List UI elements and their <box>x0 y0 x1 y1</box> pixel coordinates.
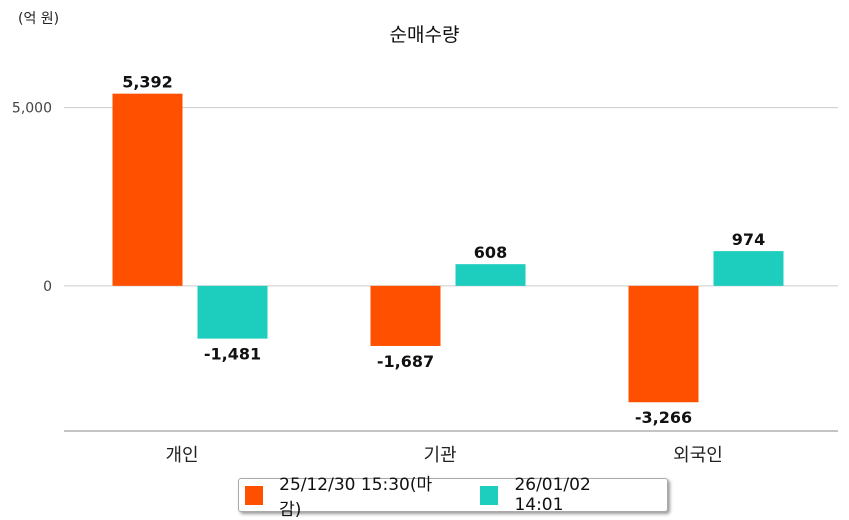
bar <box>713 251 784 286</box>
chart-title: 순매수량 <box>389 24 460 46</box>
legend-swatch-series-1 <box>245 485 264 505</box>
x-tick-label: 개인 <box>165 445 198 466</box>
data-label: -3,266 <box>635 408 692 427</box>
legend: 25/12/30 15:30(마감) 26/01/02 14:01 <box>238 475 668 520</box>
y-tick-label: 0 <box>43 279 52 295</box>
bar <box>370 285 441 346</box>
legend-item-series-1[interactable]: 25/12/30 15:30(마감) <box>245 470 446 520</box>
legend-swatch-series-2 <box>480 485 499 505</box>
y-tick-label: 5,000 <box>12 101 52 117</box>
x-tick-label: 외국인 <box>673 445 723 466</box>
legend-item-series-2[interactable]: 26/01/02 14:01 <box>480 475 639 515</box>
data-label: 5,392 <box>122 73 173 92</box>
legend-label-series-1: 25/12/30 15:30(마감) <box>279 475 433 520</box>
bar <box>628 285 699 403</box>
unit-label: (억 원) <box>18 11 60 27</box>
x-tick-label: 기관 <box>423 445 456 466</box>
bar <box>197 285 268 339</box>
data-label: -1,687 <box>377 352 434 371</box>
data-label: -1,481 <box>204 345 261 364</box>
bar <box>112 93 183 286</box>
data-label: 974 <box>732 230 765 249</box>
legend-label-series-2: 26/01/02 14:01 <box>514 475 591 515</box>
bar <box>455 264 526 286</box>
data-label: 608 <box>474 243 507 262</box>
